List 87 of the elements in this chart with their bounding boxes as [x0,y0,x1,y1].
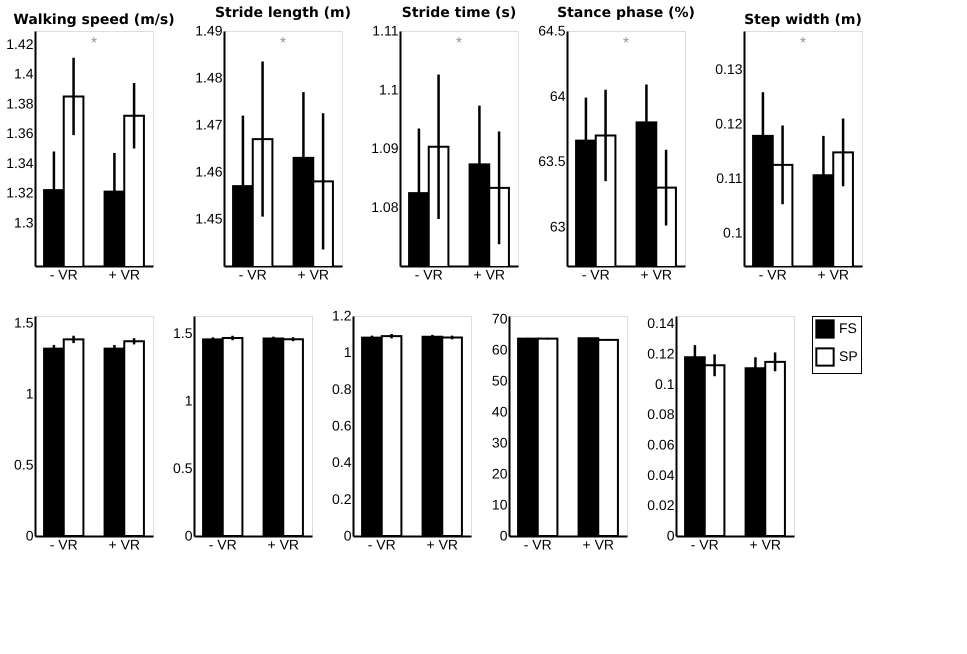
x-tick-label: - VR [50,536,78,552]
y-tick-label: 1.49 [195,22,223,38]
y-tick-label: 1.11 [372,22,399,38]
x-tick-label: + VR [818,266,850,282]
y-tick-label: 10 [492,496,508,513]
y-tick-label: 0 [666,528,675,544]
x-tick-label: - VR [524,536,552,552]
annotation: * [622,35,630,52]
y-tick-label: 20 [492,466,508,482]
y-tick-label: 0.04 [647,466,675,483]
y-tick-label: 0.02 [647,497,675,514]
chart-title: Stride length (m) [214,5,352,21]
y-tick-label: 1.34 [6,154,34,171]
x-tick-label: - VR [50,266,78,282]
y-tick-label: 1.3 [14,214,34,230]
y-tick-label: 40 [492,404,508,420]
x-tick-label: + VR [298,266,330,282]
x-tick-label: + VR [108,536,140,552]
y-tick-label: 1 [184,392,193,409]
y-tick-label: 1.5 [14,314,34,331]
y-tick-label: 0.5 [14,456,34,473]
y-tick-label: 0 [26,528,34,544]
legend-label: SP [839,348,858,364]
y-tick-label: 0.12 [715,115,743,132]
y-tick-label: 1.08 [371,198,399,215]
y-tick-label: 1.48 [195,70,223,86]
y-tick-label: 0.2 [332,490,352,507]
y-tick-label: 63 [550,218,566,234]
y-tick-label: 1.42 [6,36,34,52]
y-tick-label: 1.38 [6,95,34,112]
chart-title: Stance phase (%) [557,5,695,21]
legend-label: FS [839,320,857,336]
y-tick-label: 1.1 [379,81,399,98]
chart-title: Stride time (s) [402,5,516,21]
y-tick-label: 1.09 [371,140,399,156]
x-tick-label: - VR [368,536,396,552]
x-tick-label: - VR [208,536,237,552]
y-tick-label: 1.45 [195,210,223,226]
x-tick-label: - VR [414,266,443,282]
x-tick-label: + VR [474,266,506,282]
y-tick-label: 0 [184,528,193,544]
y-tick-label: 0.1 [655,376,675,392]
y-tick-label: 0.12 [647,345,675,362]
y-tick-label: 60 [492,342,508,358]
x-tick-label: + VR [582,536,614,552]
y-tick-label: 1.47 [195,116,223,132]
y-tick-label: 1.36 [6,125,34,142]
y-tick-label: 0.08 [647,406,675,422]
y-tick-label: 0 [344,528,352,544]
y-tick-label: 64.5 [538,22,566,38]
x-tick-label: - VR [690,536,719,552]
y-tick-label: 64 [550,88,566,104]
x-tick-label: + VR [426,536,458,552]
y-tick-label: 0.11 [716,170,743,186]
chart-title: Step width (m) [744,12,862,28]
x-tick-label: - VR [758,266,787,282]
y-tick-label: 0.5 [173,460,193,476]
x-tick-label: + VR [268,536,300,552]
x-tick-label: + VR [640,266,672,282]
y-tick-label: 0.4 [332,454,352,470]
y-tick-label: 0.14 [647,315,675,332]
y-tick-label: 1.32 [6,184,34,201]
y-tick-label: 30 [492,434,508,451]
x-tick-label: + VR [750,536,782,552]
annotation: * [280,35,286,52]
x-tick-label: - VR [238,266,267,282]
y-tick-label: 1.4 [14,66,34,82]
y-tick-label: 0.8 [332,380,352,397]
y-tick-label: 0.06 [647,436,675,452]
x-tick-label: - VR [582,266,610,282]
y-tick-label: 70 [492,310,508,327]
y-tick-label: 1.2 [332,308,352,324]
y-tick-label: 50 [492,372,508,389]
y-tick-label: 0.1 [723,224,743,241]
y-tick-label: 0 [500,528,508,544]
y-tick-label: 0.13 [715,60,743,77]
annotation: * [800,35,806,52]
chart-title: Walking speed (m/s) [13,12,175,28]
y-tick-label: 0.6 [332,418,352,434]
y-tick-label: 1 [26,386,34,402]
y-tick-label: 63.5 [538,153,566,170]
x-tick-label: + VR [108,266,140,282]
annotation: * [456,35,462,52]
y-tick-label: 1 [344,344,352,360]
y-tick-label: 1.46 [195,164,223,180]
annotation: * [90,35,98,52]
y-tick-label: 1.5 [173,325,193,342]
